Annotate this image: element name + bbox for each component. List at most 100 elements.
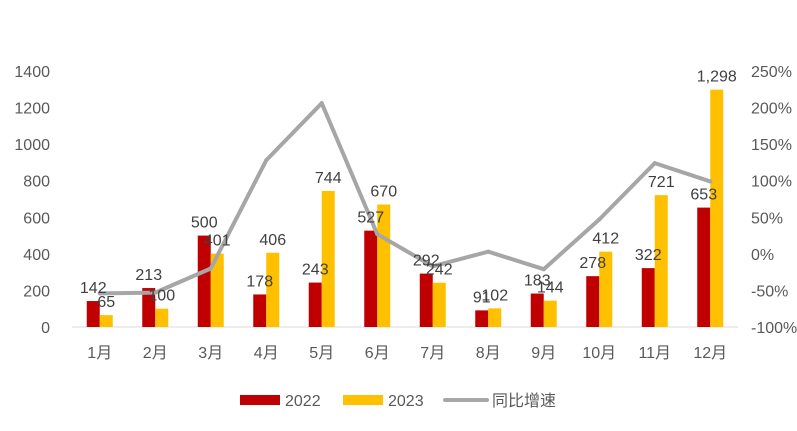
yoy-point: [153, 290, 158, 295]
bar-2023: [155, 308, 169, 327]
yoy-point: [375, 232, 380, 237]
right-tick-label: 200%: [751, 101, 792, 118]
bar-2022: [142, 288, 156, 327]
yoy-point: [652, 161, 657, 166]
bar-2023: [266, 252, 280, 327]
bar-2022: [419, 273, 433, 327]
data-label-2022: 653: [690, 187, 717, 204]
data-label-2022: 527: [357, 210, 384, 227]
line-series: [97, 101, 713, 296]
data-label-2023: 1,298: [697, 69, 737, 86]
legend-label-yoy: 同比增速: [492, 392, 556, 410]
data-label-2023: 412: [592, 231, 619, 248]
x-tick-label: 10月: [582, 345, 616, 362]
data-label-2023: 144: [537, 280, 564, 297]
data-label-2022: 278: [579, 255, 606, 272]
left-tick-label: 1200: [14, 101, 50, 118]
right-tick-label: -100%: [751, 320, 797, 337]
x-tick-label: 9月: [531, 345, 556, 362]
bar-2022: [530, 293, 544, 327]
yoy-point: [597, 217, 602, 222]
right-tick-label: 250%: [751, 64, 792, 81]
bar-2023: [432, 282, 446, 327]
bar-2023: [99, 315, 113, 327]
right-y-axis: -100% -50% 0% 50% 100% 150% 200% 250%: [751, 64, 797, 337]
data-label-2023: 744: [315, 170, 342, 187]
yoy-point: [541, 267, 546, 272]
legend-swatch-2023: [343, 395, 383, 405]
data-label-2023: 721: [648, 174, 675, 191]
yoy-point: [430, 264, 435, 269]
bar-2022: [308, 282, 322, 327]
data-label-2022: 243: [302, 262, 329, 279]
yoy-point: [97, 291, 102, 296]
legend: 2022 2023 同比增速: [240, 392, 556, 410]
data-label-2023: 100: [148, 288, 175, 305]
bar-2022: [475, 310, 489, 327]
bar-series: [86, 89, 724, 327]
x-axis-ticks: 1月 2月 3月 4月 5月 6月 7月 8月 9月 10月 11月 12月: [87, 345, 727, 362]
x-tick-label: 2月: [143, 345, 168, 362]
bar-2023: [599, 251, 613, 327]
right-tick-label: 50%: [751, 210, 783, 227]
data-label-2023: 102: [481, 287, 508, 304]
bar-2023: [710, 89, 724, 327]
data-label-2022: 183: [524, 273, 551, 290]
x-tick-label: 11月: [638, 345, 671, 362]
x-tick-label: 3月: [198, 345, 223, 362]
bar-2023: [210, 253, 224, 327]
bar-2023: [543, 300, 557, 327]
yoy-point: [486, 249, 491, 254]
data-label-2023: 401: [204, 233, 231, 250]
left-tick-label: 600: [23, 210, 50, 227]
bar-2022: [641, 268, 655, 327]
data-label-2023: 65: [97, 294, 115, 311]
bar-2022: [364, 230, 378, 327]
yoy-growth-line: [97, 101, 713, 296]
data-label-2022: 292: [413, 253, 440, 270]
right-tick-label: 150%: [751, 137, 792, 154]
yoy-point: [264, 158, 269, 163]
left-tick-label: 800: [23, 174, 50, 191]
x-tick-label: 4月: [254, 345, 279, 362]
data-label-2022: 322: [635, 247, 662, 264]
legend-label-2022: 2022: [285, 393, 321, 410]
x-tick-label: 1月: [87, 345, 112, 362]
data-label-2022: 213: [135, 267, 162, 284]
left-tick-label: 0: [41, 320, 50, 337]
right-tick-label: -50%: [751, 283, 788, 300]
left-tick-label: 1400: [14, 64, 50, 81]
legend-swatch-2022: [240, 395, 280, 405]
yoy-point: [319, 101, 324, 106]
x-tick-label: 5月: [309, 345, 334, 362]
x-tick-label: 8月: [476, 345, 501, 362]
bar-2022: [697, 207, 711, 327]
right-tick-label: 100%: [751, 174, 792, 191]
bar-2023: [654, 195, 668, 327]
yoy-point: [708, 179, 713, 184]
x-tick-label: 7月: [420, 345, 445, 362]
yoy-point: [208, 266, 213, 271]
left-y-axis: 0 200 400 600 800 1000 1200 1400: [14, 64, 50, 337]
data-label-2022: 500: [191, 215, 218, 232]
bar-2023: [321, 190, 335, 327]
x-tick-label: 12月: [693, 345, 727, 362]
bar-2022: [253, 294, 267, 327]
data-label-2023: 242: [426, 262, 453, 279]
data-label-2023: 406: [259, 232, 286, 249]
left-tick-label: 200: [23, 283, 50, 300]
legend-label-2023: 2023: [388, 393, 424, 410]
right-tick-label: 0%: [751, 247, 774, 264]
x-tick-label: 6月: [365, 345, 390, 362]
bar-2022: [197, 235, 211, 327]
bar-2022: [86, 301, 100, 327]
left-tick-label: 1000: [14, 137, 50, 154]
data-label-2022: 142: [80, 280, 107, 297]
left-tick-label: 400: [23, 247, 50, 264]
data-label-2022: 178: [246, 273, 273, 290]
bar-2022: [586, 276, 600, 327]
data-label-2023: 670: [370, 183, 397, 200]
data-label-2022: 91: [473, 289, 491, 306]
